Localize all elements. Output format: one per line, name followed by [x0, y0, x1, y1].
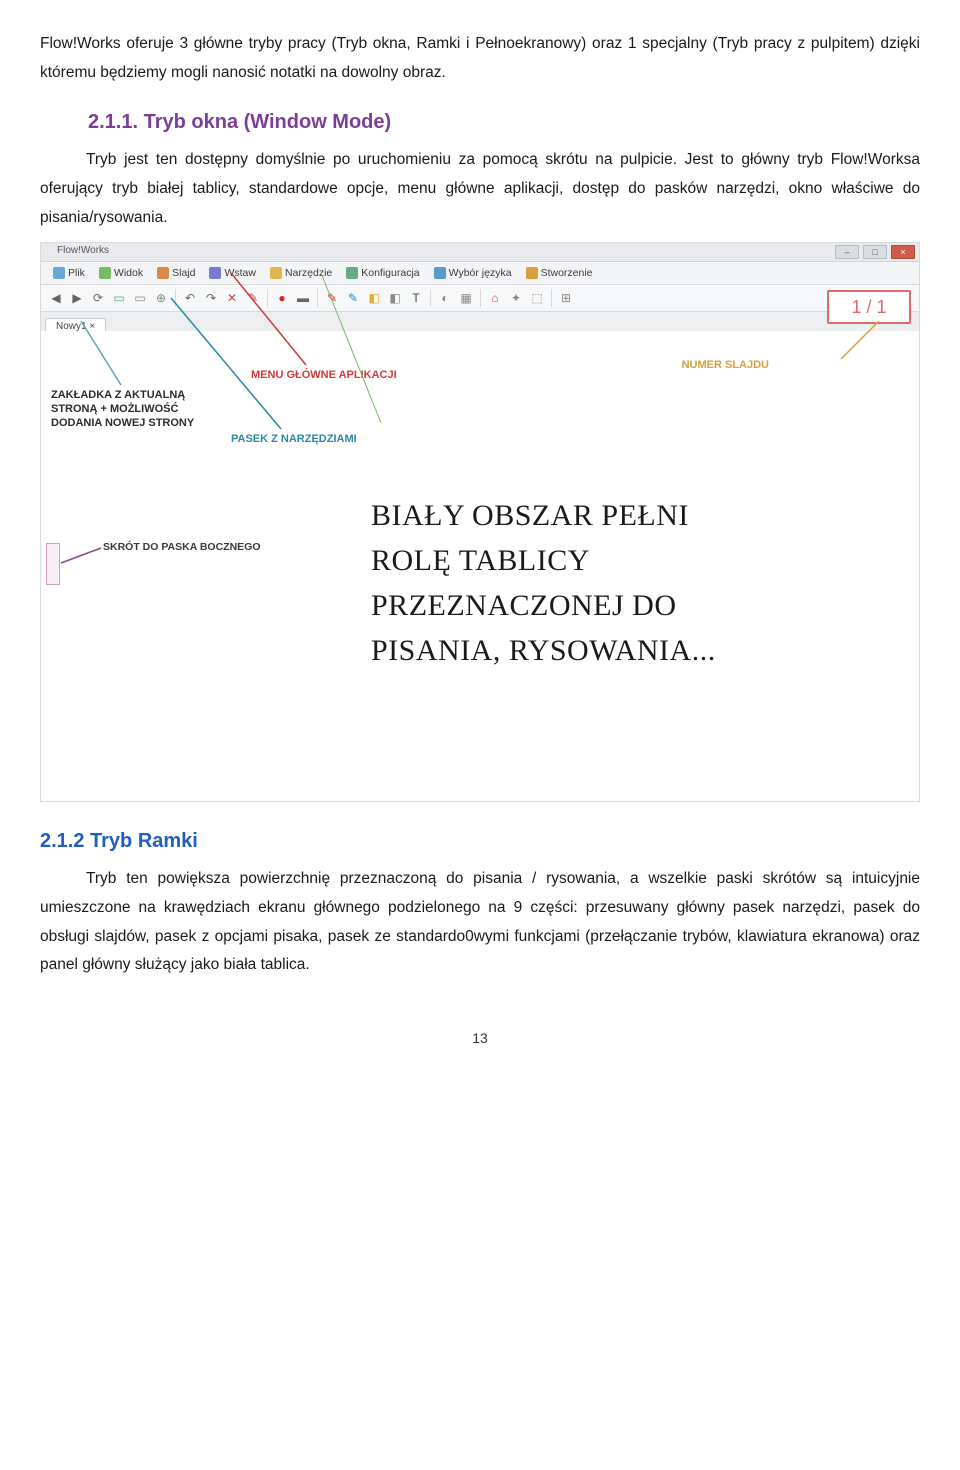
- toolbar-button[interactable]: ⊞: [557, 289, 575, 307]
- titlebar-label: Flow!Works: [57, 245, 109, 256]
- screenshot-figure: Flow!Works – □ × Plik Widok Slajd Wstaw Narz…: [40, 242, 920, 802]
- toolbar-button[interactable]: ▬: [294, 289, 312, 307]
- toolbar-button[interactable]: ●: [273, 289, 291, 307]
- toolbar-button[interactable]: ◐: [436, 289, 454, 307]
- toolbar-button[interactable]: ◧: [386, 289, 404, 307]
- menu-item-wybór-języka[interactable]: Wybór języka: [428, 267, 518, 279]
- toolbar-separator: [430, 289, 431, 307]
- menu-item-wstaw[interactable]: Wstaw: [203, 267, 262, 279]
- toolbar-button[interactable]: ✕: [223, 289, 241, 307]
- window-buttons: – □ ×: [835, 245, 915, 259]
- toolbar-separator: [175, 289, 176, 307]
- menu-item-icon: [209, 267, 221, 279]
- toolbar-button[interactable]: ✦: [507, 289, 525, 307]
- menu-item-icon: [99, 267, 111, 279]
- menu-item-slajd[interactable]: Slajd: [151, 267, 201, 279]
- menu-item-label: Konfiguracja: [361, 267, 419, 279]
- menu-item-widok[interactable]: Widok: [93, 267, 149, 279]
- toolbar-button[interactable]: ↷: [202, 289, 220, 307]
- annotation-tab: ZAKŁADKA Z AKTUALNĄ STRONĄ + MOŻLIWOŚĆ D…: [51, 389, 196, 430]
- toolbar-separator: [551, 289, 552, 307]
- app-window: Flow!Works – □ × Plik Widok Slajd Wstaw Narz…: [40, 242, 920, 802]
- toolbar-button[interactable]: ⟳: [89, 289, 107, 307]
- menu-item-plik[interactable]: Plik: [47, 267, 91, 279]
- side-panel-shortcut[interactable]: [46, 543, 60, 585]
- menu-item-narzędzie[interactable]: Narzędzie: [264, 267, 338, 279]
- minimize-button[interactable]: –: [835, 245, 859, 259]
- menu-item-label: Narzędzie: [285, 267, 332, 279]
- toolbar-button[interactable]: ◀: [47, 289, 65, 307]
- toolbar-button[interactable]: ⊕: [152, 289, 170, 307]
- section-211-body-text: Tryb jest ten dostępny domyślnie po uruc…: [40, 151, 920, 225]
- toolbar-button[interactable]: ⬚: [528, 289, 546, 307]
- menu-item-stworzenie[interactable]: Stworzenie: [520, 267, 599, 279]
- menu-item-label: Wybór języka: [449, 267, 512, 279]
- menu-item-icon: [157, 267, 169, 279]
- menu-item-icon: [270, 267, 282, 279]
- menu-item-icon: [434, 267, 446, 279]
- menu-item-label: Stworzenie: [541, 267, 593, 279]
- menu-item-icon: [526, 267, 538, 279]
- menu-item-label: Widok: [114, 267, 143, 279]
- toolbar-button[interactable]: ▭: [110, 289, 128, 307]
- toolbar-separator: [480, 289, 481, 307]
- section-212-body: Tryb ten powiększa powierzchnię przeznac…: [40, 865, 920, 980]
- toolbar-button[interactable]: ✎: [344, 289, 362, 307]
- slide-counter: 1 / 1: [827, 290, 911, 324]
- section-212-body-text: Tryb ten powiększa powierzchnię przeznac…: [40, 870, 920, 973]
- annotation-slide: NUMER SLAJDU: [682, 359, 769, 373]
- page-number: 13: [40, 1030, 920, 1046]
- toolbar-button[interactable]: ◧: [365, 289, 383, 307]
- toolbar: ◀▶⟳▭▭⊕↶↷✕✎●▬✎✎◧◧T◐▦⌂✦⬚⊞: [41, 285, 919, 312]
- toolbar-button[interactable]: ↶: [181, 289, 199, 307]
- toolbar-button[interactable]: ✎: [323, 289, 341, 307]
- handwritten-line: ROLĘ TABLICY: [371, 538, 716, 583]
- handwritten-line: PISANIA, RYSOWANIA...: [371, 628, 716, 673]
- handwritten-line: PRZEZNACZONEJ DO: [371, 583, 716, 628]
- menu-item-label: Slajd: [172, 267, 195, 279]
- toolbar-button[interactable]: T: [407, 289, 425, 307]
- toolbar-separator: [317, 289, 318, 307]
- menu-item-icon: [346, 267, 358, 279]
- handwritten-line: BIAŁY OBSZAR PEŁNI: [371, 493, 716, 538]
- toolbar-separator: [267, 289, 268, 307]
- menu-item-icon: [53, 267, 65, 279]
- section-212-heading: 2.1.2 Tryb Ramki: [40, 830, 920, 853]
- menubar: Plik Widok Slajd Wstaw Narzędzie Konfiguracja…: [41, 262, 919, 285]
- toolbar-button[interactable]: ✎: [244, 289, 262, 307]
- handwritten-note: BIAŁY OBSZAR PEŁNIROLĘ TABLICYPRZEZNACZO…: [371, 493, 716, 673]
- annotation-side: SKRÓT DO PASKA BOCZNEGO: [103, 541, 261, 554]
- toolbar-button[interactable]: ⌂: [486, 289, 504, 307]
- section-211-heading: 2.1.1. Tryb okna (Window Mode): [88, 111, 920, 134]
- titlebar: Flow!Works – □ ×: [41, 243, 919, 262]
- menu-item-konfiguracja[interactable]: Konfiguracja: [340, 267, 425, 279]
- menu-item-label: Plik: [68, 267, 85, 279]
- menu-item-label: Wstaw: [224, 267, 256, 279]
- annotation-menu: MENU GŁÓWNE APLIKACJI: [251, 369, 397, 383]
- intro-paragraph: Flow!Works oferuje 3 główne tryby pracy …: [40, 30, 920, 87]
- annotation-toolbar: PASEK Z NARZĘDZIAMI: [231, 433, 357, 447]
- section-211-body: Tryb jest ten dostępny domyślnie po uruc…: [40, 146, 920, 232]
- toolbar-button[interactable]: ▦: [457, 289, 475, 307]
- toolbar-button[interactable]: ▶: [68, 289, 86, 307]
- toolbar-button[interactable]: ▭: [131, 289, 149, 307]
- close-button[interactable]: ×: [891, 245, 915, 259]
- maximize-button[interactable]: □: [863, 245, 887, 259]
